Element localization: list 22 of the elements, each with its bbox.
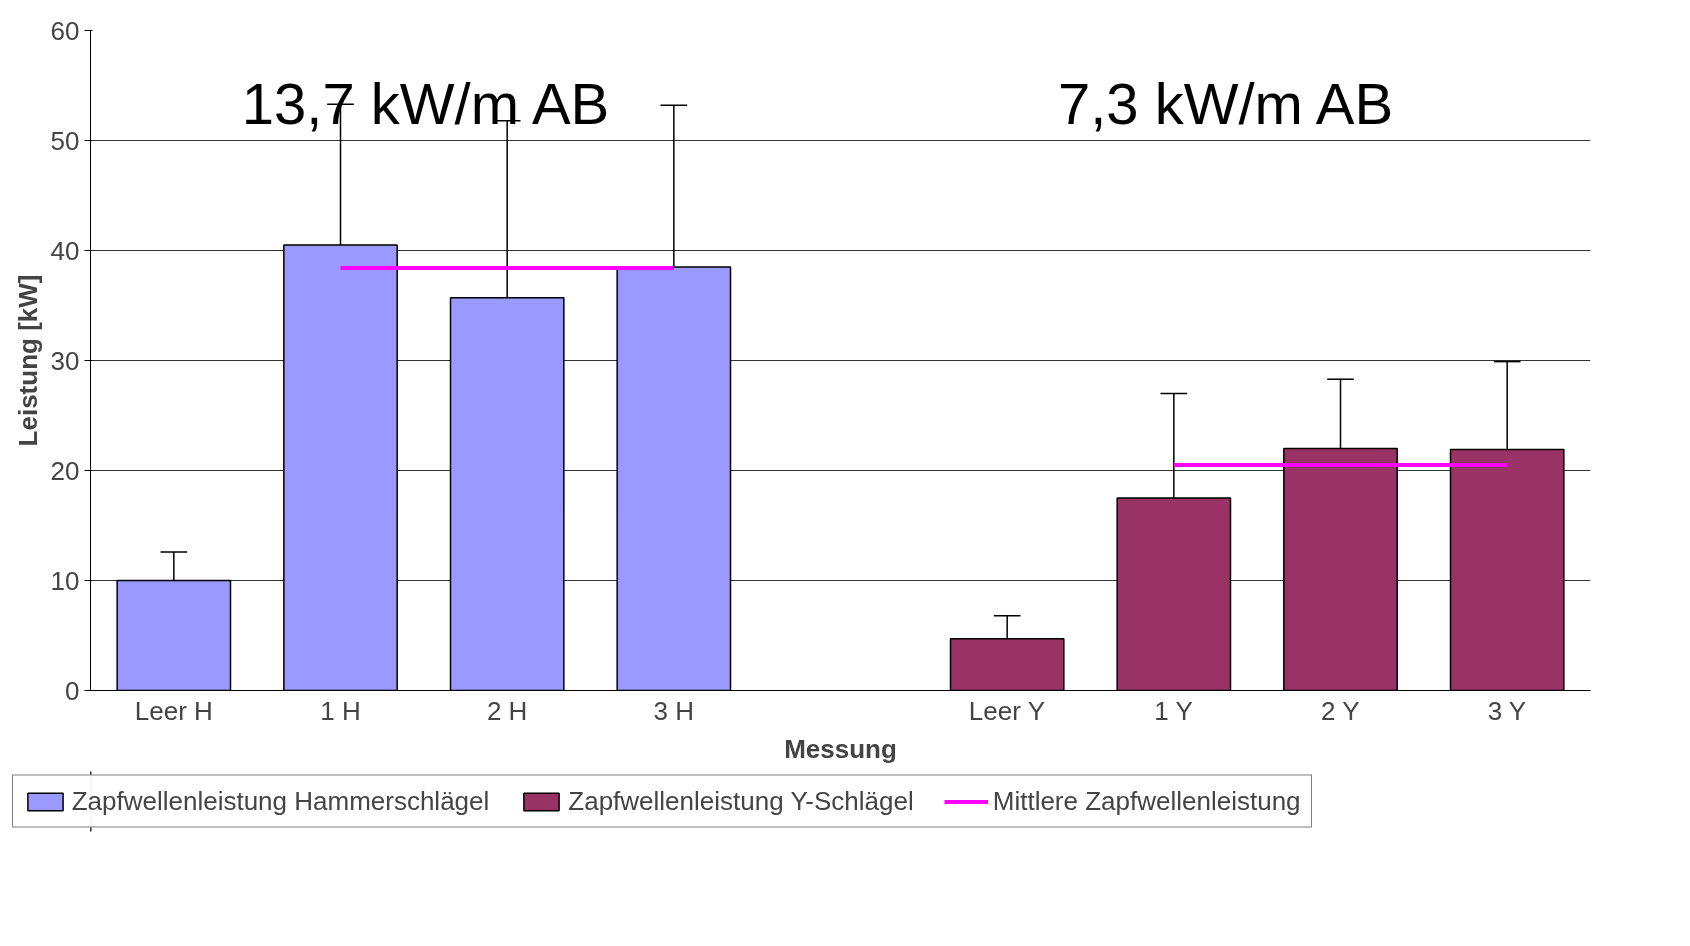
x-tick-label: 2 H — [486, 695, 528, 726]
y-tick-label: 40 — [50, 235, 80, 266]
annotation: 13,7 kW/m AB — [241, 70, 610, 136]
annotation: 7,3 kW/m AB — [1057, 70, 1394, 136]
x-axis-title: Messung — [784, 733, 897, 764]
x-tick-label: Leer Y — [968, 695, 1046, 726]
y-tick-label: 50 — [50, 125, 80, 156]
x-tick-label: Leer H — [134, 695, 213, 726]
y-tick-label: 10 — [50, 565, 80, 596]
x-tick-label: 3 H — [653, 695, 695, 726]
y-axis-title: Leistung [kW] — [12, 274, 43, 447]
y-tick-label: 30 — [50, 345, 80, 376]
legend-label: Zapfwellenleistung Hammerschlägel — [71, 785, 490, 817]
legend-label: Zapfwellenleistung Y-Schlägel — [568, 785, 914, 817]
x-tick-label: 1 Y — [1154, 695, 1193, 726]
x-tick-label: 2 Y — [1320, 695, 1360, 726]
y-tick-label: 60 — [50, 15, 80, 46]
x-tick-label: 1 H — [320, 695, 361, 726]
y-tick-label: 20 — [50, 455, 80, 486]
x-tick-label: 3 Y — [1487, 695, 1527, 726]
legend-label: Mittlere Zapfwellenleistung — [992, 785, 1301, 817]
y-tick-label: 0 — [65, 675, 80, 706]
